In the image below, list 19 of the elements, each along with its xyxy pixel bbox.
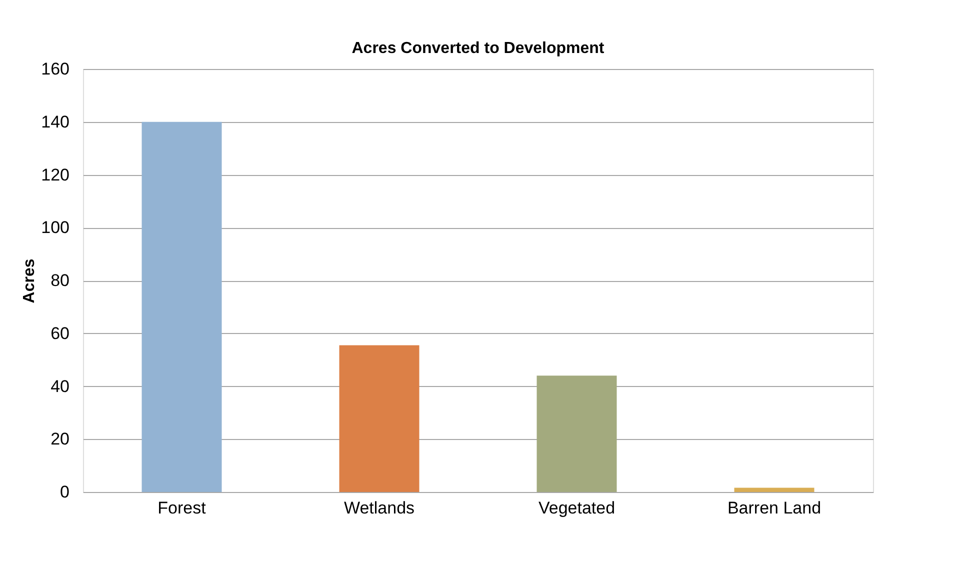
y-tick-label: 80 — [50, 271, 70, 290]
x-tick-label: Wetlands — [344, 498, 415, 518]
y-tick-label: 40 — [50, 376, 70, 396]
bar — [734, 488, 814, 492]
y-tick-label: 0 — [60, 482, 70, 502]
x-tick-label: Barren Land — [727, 498, 822, 518]
bar — [536, 376, 617, 492]
y-tick-label: 140 — [41, 112, 70, 132]
x-tick-label: Vegetated — [538, 498, 616, 518]
y-axis-title: Acres — [21, 258, 38, 304]
y-tick-label: 60 — [50, 324, 70, 343]
chart-title: Acres Converted to Development — [352, 40, 605, 57]
bar — [339, 345, 420, 492]
y-tick-label: 20 — [50, 430, 70, 449]
y-tick-label: 100 — [41, 218, 70, 238]
bar — [142, 122, 222, 492]
x-tick-label: Forest — [158, 498, 206, 518]
y-tick-label: 120 — [41, 165, 70, 184]
y-tick-label: 160 — [41, 60, 70, 78]
